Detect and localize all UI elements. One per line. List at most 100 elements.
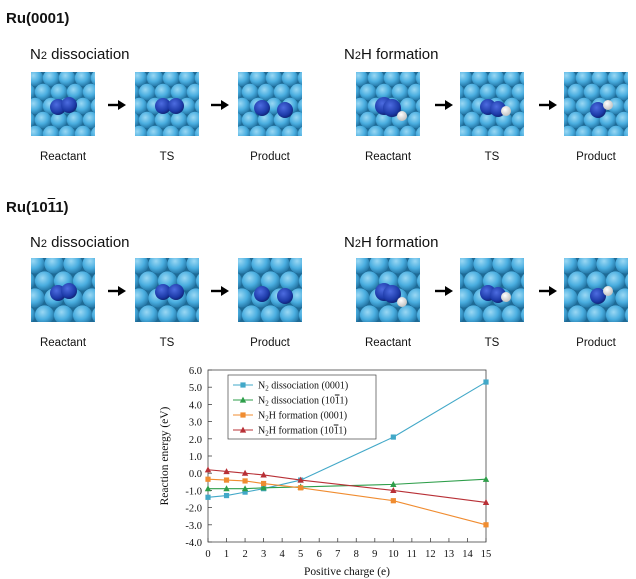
x-axis-label: Positive charge (e) xyxy=(304,566,390,578)
x-tick-label: 1 xyxy=(224,549,229,560)
data-point xyxy=(261,480,267,487)
data-point xyxy=(241,469,249,476)
legend-label: N2H formation (0001) xyxy=(258,411,347,423)
y-tick-label: 2.0 xyxy=(189,435,202,446)
arrow-right-icon xyxy=(211,98,229,110)
arrow-right-icon xyxy=(539,98,557,110)
section-title-ru0001: Ru(0001) xyxy=(6,10,70,27)
group-title-n2h-formation-1011: N2H formation xyxy=(344,234,439,251)
y-tick-label: 6.0 xyxy=(189,366,202,377)
structure-ru0001-n2h-formation-reactant xyxy=(356,72,420,136)
x-tick-label: 13 xyxy=(444,549,455,560)
arrow-right-icon xyxy=(211,284,229,296)
arrow-right-icon xyxy=(435,98,453,110)
x-tick-label: 15 xyxy=(481,549,492,560)
y-tick-label: 0.0 xyxy=(189,469,202,480)
x-tick-label: 5 xyxy=(298,549,303,560)
x-tick-label: 8 xyxy=(354,549,359,560)
x-tick-label: 11 xyxy=(407,549,417,560)
data-point xyxy=(260,471,267,478)
y-tick-label: 1.0 xyxy=(189,452,202,463)
data-point xyxy=(483,522,489,528)
data-point xyxy=(390,434,396,440)
data-point xyxy=(242,489,248,495)
y-tick-label: 3.0 xyxy=(189,418,202,429)
group-title-n2-dissociation-0001: N2 dissociation xyxy=(30,46,130,63)
caption-product: Product xyxy=(576,337,616,349)
caption-product: Product xyxy=(250,337,290,349)
x-tick-label: 6 xyxy=(317,549,322,560)
x-tick-label: 9 xyxy=(372,549,377,560)
data-point xyxy=(260,484,267,491)
data-point xyxy=(482,499,490,506)
structure-ru1011-n2-dissociation-ts xyxy=(135,258,199,322)
structure-ru1011-n2-dissociation-product xyxy=(238,258,302,322)
legend-marker xyxy=(239,426,247,433)
x-tick-label: 3 xyxy=(261,549,266,560)
caption-ts: TS xyxy=(484,337,500,349)
data-point xyxy=(390,487,397,493)
caption-reactant: Reactant xyxy=(364,151,412,163)
y-axis-label: Reaction energy (eV) xyxy=(159,406,171,505)
x-tick-label: 12 xyxy=(425,549,436,560)
legend-box xyxy=(227,374,377,440)
data-point xyxy=(204,485,212,492)
legend-marker xyxy=(239,396,247,403)
x-tick-label: 7 xyxy=(335,549,340,560)
structure-ru0001-n2-dissociation-ts xyxy=(135,72,199,136)
caption-ts: TS xyxy=(159,151,175,163)
data-point xyxy=(297,476,304,483)
caption-reactant: Reactant xyxy=(39,151,87,163)
arrow-right-icon xyxy=(435,284,453,296)
x-tick-label: 4 xyxy=(280,549,286,560)
y-tick-label: -3.0 xyxy=(185,521,202,532)
data-point xyxy=(205,494,211,500)
data-point xyxy=(223,485,230,492)
data-point xyxy=(483,379,489,385)
data-point xyxy=(223,468,230,475)
data-point xyxy=(298,485,304,491)
data-point xyxy=(482,475,490,482)
y-tick-label: -4.0 xyxy=(185,538,202,549)
legend-marker xyxy=(240,382,246,388)
data-point xyxy=(390,480,397,487)
legend-label: N2H formation (1011) xyxy=(258,426,347,438)
arrow-right-icon xyxy=(539,284,557,296)
legend-label: N2 dissociation (0001) xyxy=(258,381,348,393)
reaction-energy-chart: 6.05.04.03.02.01.00.0-1.0-2.0-3.0-4.00 1 2… xyxy=(159,366,492,578)
y-tick-label: 4.0 xyxy=(189,400,202,411)
structure-ru0001-n2h-formation-product xyxy=(564,72,628,136)
section-title-ru1011: Ru(1011) xyxy=(6,199,69,216)
caption-ts: TS xyxy=(484,151,500,163)
legend-marker xyxy=(240,412,246,418)
caption-product: Product xyxy=(250,151,290,163)
x-tick-label: 10 xyxy=(388,549,399,560)
y-tick-label: 5.0 xyxy=(189,383,202,394)
data-point xyxy=(204,466,212,473)
data-point xyxy=(205,476,211,482)
arrow-right-icon xyxy=(108,284,126,296)
caption-reactant: Reactant xyxy=(364,337,412,349)
data-point xyxy=(390,498,396,504)
arrow-right-icon xyxy=(108,98,126,110)
y-tick-label: -2.0 xyxy=(185,504,202,515)
structure-ru0001-n2-dissociation-reactant xyxy=(31,72,95,136)
data-point xyxy=(242,478,248,484)
structure-ru1011-n2h-formation-reactant xyxy=(356,258,420,322)
y-tick-label: -1.0 xyxy=(185,486,202,497)
structure-ru0001-n2-dissociation-product xyxy=(238,72,302,136)
data-point xyxy=(223,477,230,483)
x-tick-label: 0 xyxy=(205,549,210,560)
data-point xyxy=(223,492,230,499)
group-title-n2-dissociation-1011: N2 dissociation xyxy=(30,234,130,251)
caption-reactant: Reactant xyxy=(39,337,87,349)
x-tick-label: 2 xyxy=(242,549,247,560)
structure-ru1011-n2h-formation-ts xyxy=(460,258,524,322)
caption-ts: TS xyxy=(159,337,175,349)
data-point xyxy=(241,485,249,492)
group-title-n2h-formation-0001: N2H formation xyxy=(344,46,439,63)
structure-ru0001-n2h-formation-ts xyxy=(460,72,524,136)
x-tick-label: 14 xyxy=(462,549,473,560)
structure-ru1011-n2h-formation-product xyxy=(564,258,628,322)
structure-ru1011-n2-dissociation-reactant xyxy=(31,258,95,322)
